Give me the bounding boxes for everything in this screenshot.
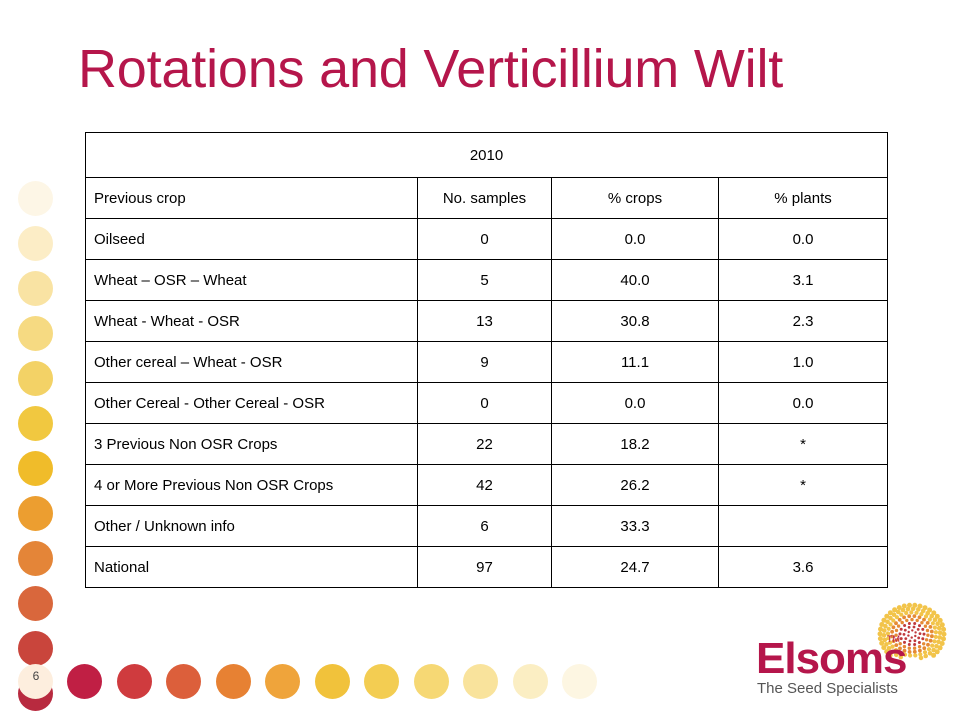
cell-pct-plants: 3.6 bbox=[718, 546, 888, 588]
cell-pct-crops: 26.2 bbox=[551, 464, 719, 506]
cell-no-samples: 9 bbox=[417, 341, 552, 383]
cell-pct-plants: 0.0 bbox=[718, 218, 888, 260]
cell-no-samples: 13 bbox=[417, 300, 552, 342]
table-row: Oilseed 0 0.0 0.0 bbox=[85, 218, 888, 260]
logo-tagline: The Seed Specialists bbox=[757, 680, 898, 697]
logo-name: Elsoms bbox=[756, 634, 908, 683]
elsoms-logo: Elsoms TM The Seed Specialists bbox=[750, 600, 950, 700]
logo-trademark: TM bbox=[887, 634, 900, 644]
decor-dot bbox=[413, 664, 449, 699]
cell-pct-plants: 2.3 bbox=[718, 300, 888, 342]
table-row: National 97 24.7 3.6 bbox=[85, 546, 888, 588]
cell-previous-crop: Other cereal – Wheat - OSR bbox=[85, 341, 418, 383]
page-number: 6 bbox=[32, 669, 40, 683]
cell-no-samples: 97 bbox=[417, 546, 552, 588]
header-no-samples: No. samples bbox=[417, 177, 552, 219]
cell-pct-plants: 3.1 bbox=[718, 259, 888, 301]
rotations-table: 2010 Previous crop No. samples % crops %… bbox=[85, 132, 888, 588]
table-year-cell: 2010 bbox=[85, 132, 888, 178]
cell-pct-plants: * bbox=[718, 423, 888, 465]
cell-previous-crop: Wheat - Wheat - OSR bbox=[85, 300, 418, 342]
cell-pct-crops: 0.0 bbox=[551, 382, 719, 424]
cell-previous-crop: 4 or More Previous Non OSR Crops bbox=[85, 464, 418, 506]
decor-dot bbox=[364, 664, 399, 699]
cell-previous-crop: Other / Unknown info bbox=[85, 505, 418, 547]
table-row: Wheat - Wheat - OSR 13 30.8 2.3 bbox=[85, 300, 888, 342]
header-pct-plants: % plants bbox=[718, 177, 888, 219]
cell-previous-crop: National bbox=[85, 546, 418, 588]
cell-pct-crops: 24.7 bbox=[551, 546, 719, 588]
cell-previous-crop: Oilseed bbox=[85, 218, 418, 260]
seed-burst-icon bbox=[877, 602, 947, 661]
decor-dot bbox=[18, 271, 53, 306]
table-year-row: 2010 bbox=[85, 132, 888, 178]
decor-dot bbox=[215, 664, 251, 699]
page-number-circle bbox=[18, 664, 53, 699]
decor-dot bbox=[18, 316, 53, 351]
cell-pct-plants bbox=[718, 505, 888, 547]
decor-dot bbox=[18, 451, 53, 486]
decor-dot bbox=[18, 226, 53, 261]
decor-dot bbox=[18, 631, 53, 666]
decor-dot bbox=[116, 664, 152, 699]
header-previous-crop: Previous crop bbox=[85, 177, 418, 219]
cell-no-samples: 6 bbox=[417, 505, 552, 547]
table-row: Other Cereal - Other Cereal - OSR 0 0.0 0.0 bbox=[85, 382, 888, 424]
cell-pct-plants: * bbox=[718, 464, 888, 506]
cell-pct-crops: 33.3 bbox=[551, 505, 719, 547]
decor-dot bbox=[18, 496, 53, 531]
decor-dot bbox=[18, 586, 53, 621]
decor-dot bbox=[512, 664, 548, 699]
cell-pct-plants: 1.0 bbox=[718, 341, 888, 383]
table-header-row: Previous crop No. samples % crops % plan… bbox=[85, 177, 888, 219]
table-row: Other cereal – Wheat - OSR 9 11.1 1.0 bbox=[85, 341, 888, 383]
decor-dot bbox=[314, 664, 350, 699]
table-row: Other / Unknown info 6 33.3 bbox=[85, 505, 888, 547]
cell-previous-crop: 3 Previous Non OSR Crops bbox=[85, 423, 418, 465]
cell-pct-crops: 18.2 bbox=[551, 423, 719, 465]
cell-previous-crop: Other Cereal - Other Cereal - OSR bbox=[85, 382, 418, 424]
decor-dot bbox=[463, 664, 498, 699]
cell-pct-crops: 0.0 bbox=[551, 218, 719, 260]
cell-pct-crops: 11.1 bbox=[551, 341, 719, 383]
cell-no-samples: 22 bbox=[417, 423, 552, 465]
decor-dot bbox=[562, 664, 597, 699]
cell-no-samples: 0 bbox=[417, 382, 552, 424]
table-row: Wheat – OSR – Wheat 5 40.0 3.1 bbox=[85, 259, 888, 301]
decor-dot bbox=[18, 406, 53, 441]
table-row: 4 or More Previous Non OSR Crops 42 26.2 * bbox=[85, 464, 888, 506]
table-row: 3 Previous Non OSR Crops 22 18.2 * bbox=[85, 423, 888, 465]
cell-no-samples: 5 bbox=[417, 259, 552, 301]
cell-pct-crops: 30.8 bbox=[551, 300, 719, 342]
decor-dot bbox=[166, 664, 201, 699]
cell-no-samples: 0 bbox=[417, 218, 552, 260]
cell-no-samples: 42 bbox=[417, 464, 552, 506]
header-pct-crops: % crops bbox=[551, 177, 719, 219]
cell-pct-crops: 40.0 bbox=[551, 259, 719, 301]
decor-dot bbox=[265, 664, 300, 699]
cell-previous-crop: Wheat – OSR – Wheat bbox=[85, 259, 418, 301]
slide-title: Rotations and Verticillium Wilt bbox=[78, 39, 784, 99]
decor-dot bbox=[18, 181, 53, 216]
decor-dot bbox=[18, 541, 53, 576]
decor-dot bbox=[67, 664, 102, 699]
decor-dot bbox=[18, 361, 53, 396]
cell-pct-plants: 0.0 bbox=[718, 382, 888, 424]
